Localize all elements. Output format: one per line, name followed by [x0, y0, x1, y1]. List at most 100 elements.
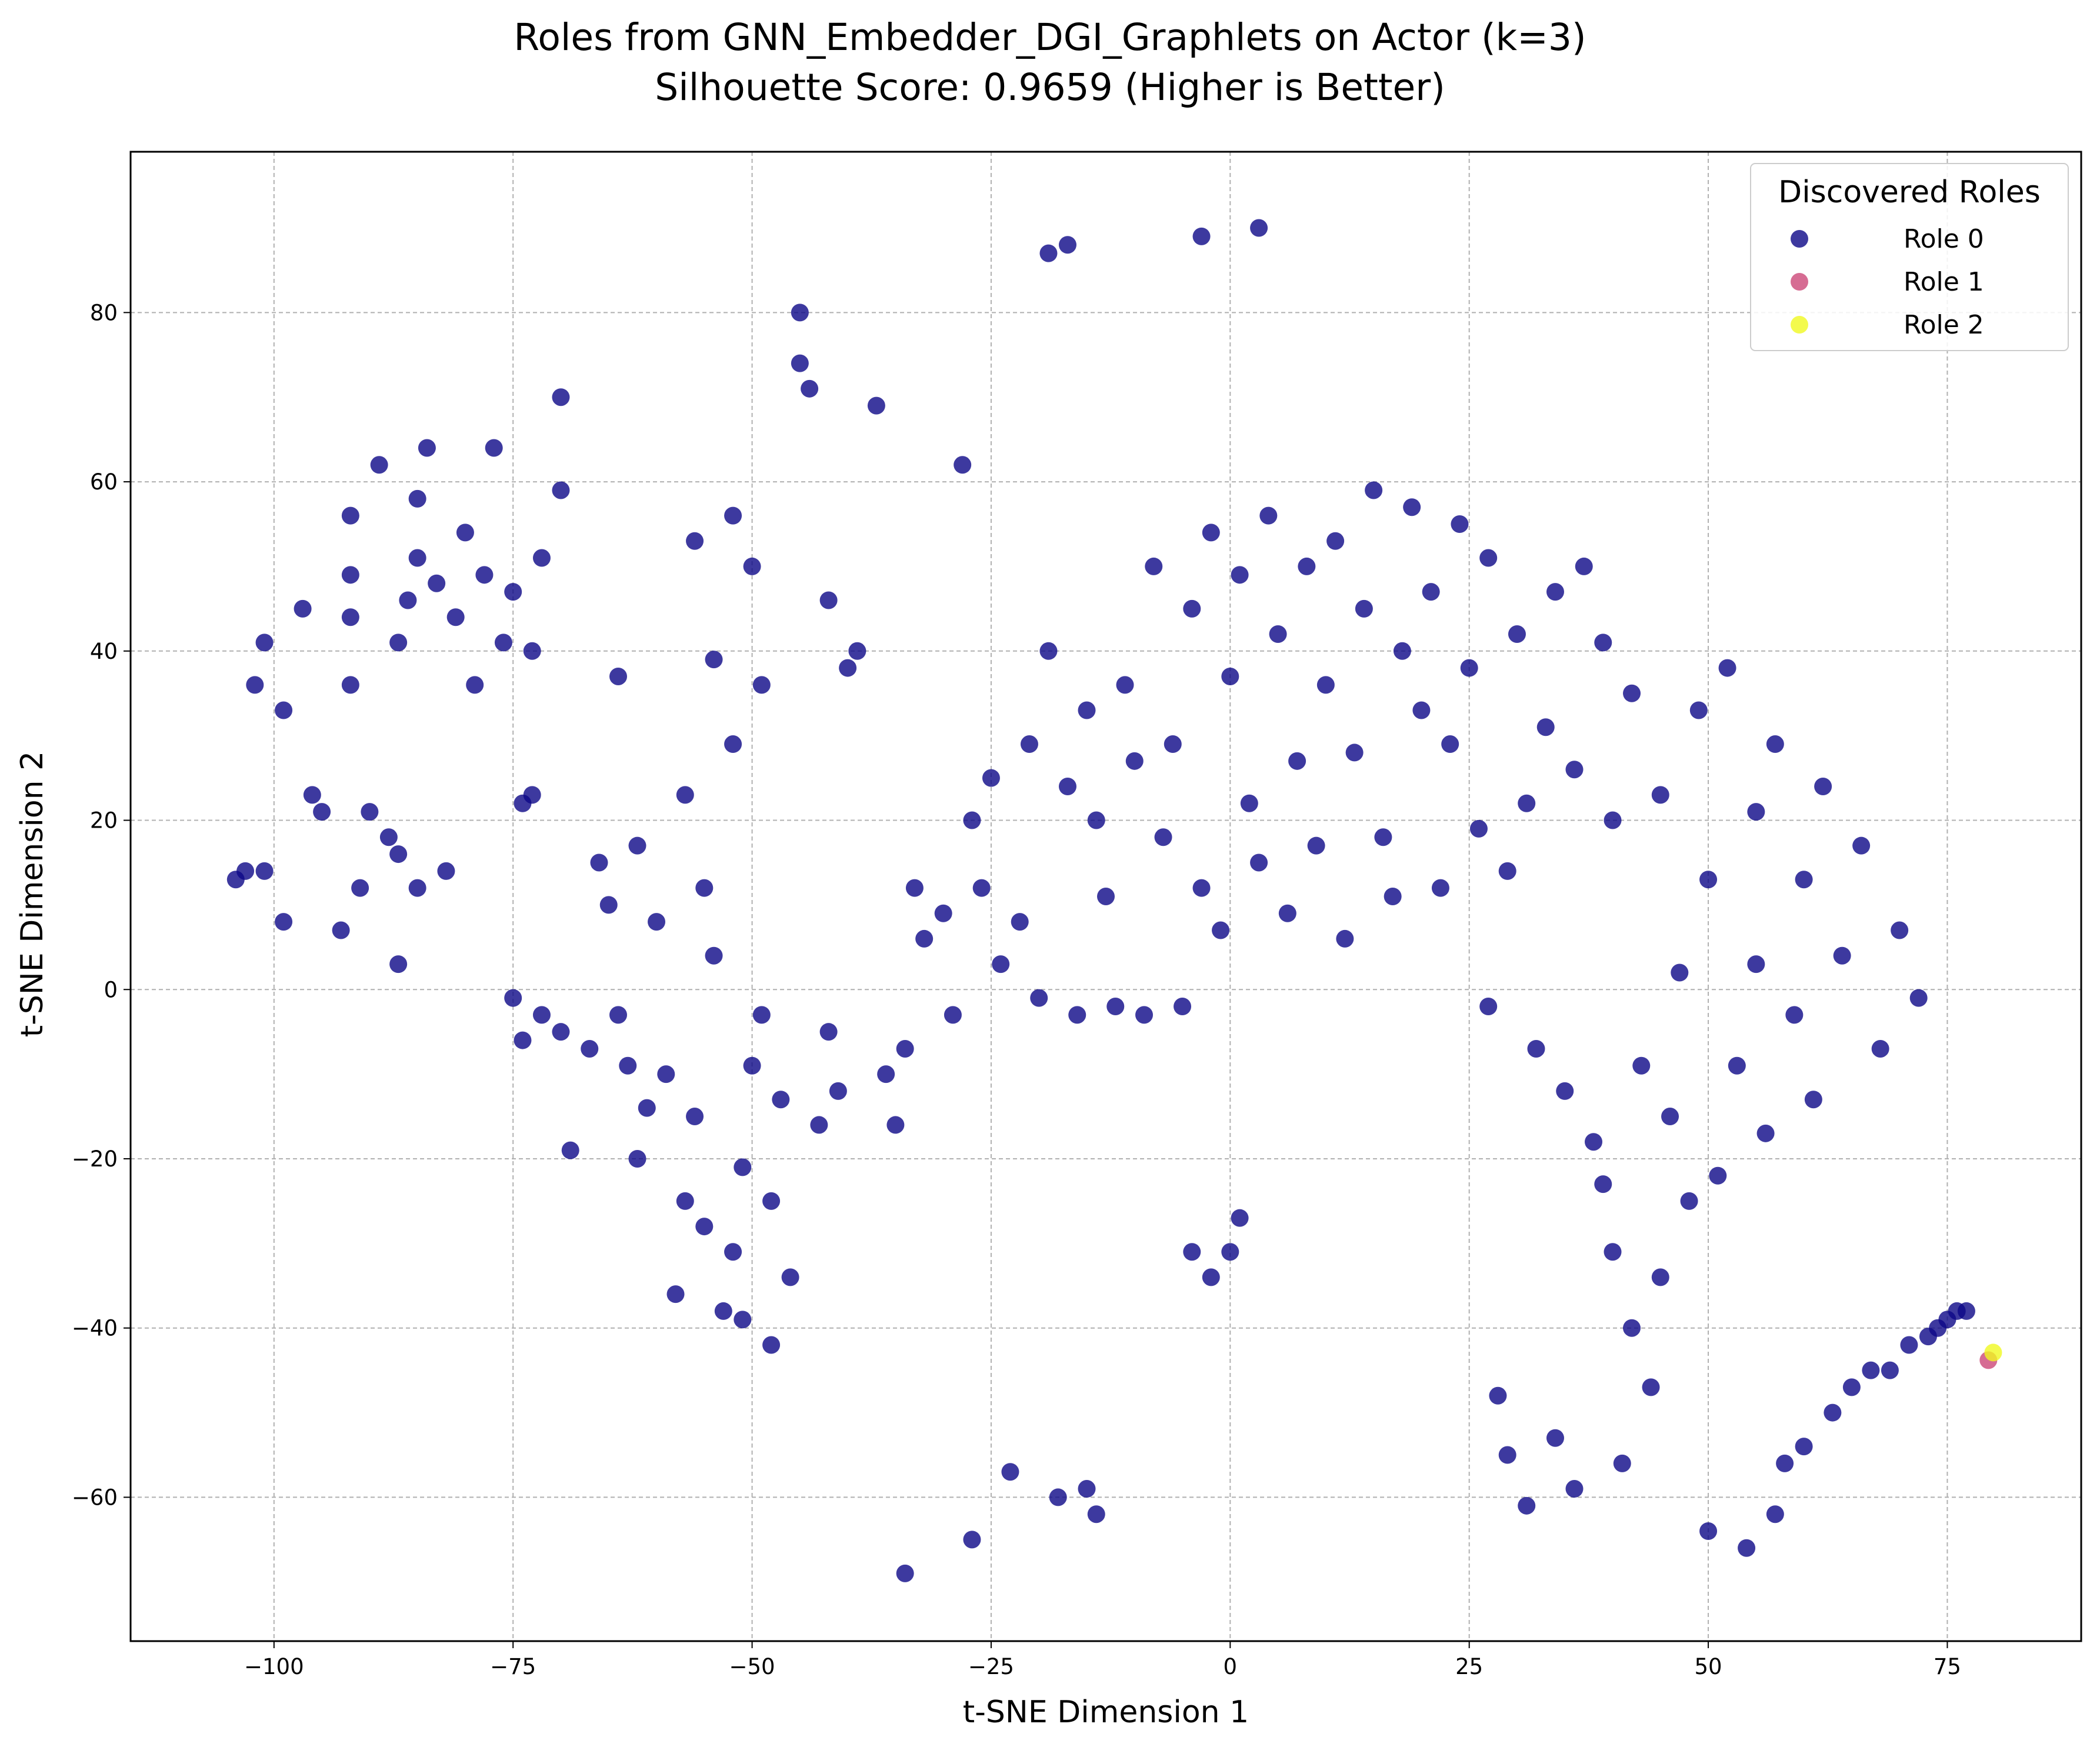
- data-point-role-0: [734, 1158, 752, 1176]
- chart-subtitle: Silhouette Score: 0.9659 (Higher is Bett…: [655, 66, 1445, 109]
- x-tick-label: 0: [1224, 1654, 1238, 1679]
- data-point-role-0: [1891, 921, 1909, 939]
- y-tick-label: −20: [72, 1146, 118, 1172]
- legend: Discovered Roles Role 0 Role 1 Role 2: [1750, 163, 2069, 351]
- data-point-role-0: [1747, 955, 1765, 973]
- data-point-role-0: [428, 574, 446, 592]
- data-point-role-0: [255, 862, 274, 880]
- data-point-role-0: [1594, 634, 1612, 652]
- data-point-role-0: [609, 1006, 627, 1024]
- data-point-role-0: [1671, 963, 1689, 982]
- data-point-role-0: [1699, 1522, 1718, 1540]
- data-point-role-0: [1221, 667, 1239, 685]
- data-point-role-0: [1316, 676, 1335, 694]
- data-point-role-0: [619, 1056, 637, 1075]
- data-point-role-0: [1030, 989, 1048, 1007]
- data-point-role-0: [590, 854, 608, 872]
- data-point-role-0: [1288, 752, 1306, 770]
- data-point-role-0: [1192, 227, 1211, 245]
- data-point-role-0: [1842, 1378, 1861, 1396]
- data-point-role-0: [1546, 583, 1564, 601]
- y-tick-label: −40: [72, 1316, 118, 1341]
- data-point-role-0: [1431, 879, 1449, 897]
- data-point-role-0: [762, 1336, 781, 1354]
- data-point-role-0: [561, 1141, 579, 1159]
- data-point-role-0: [1125, 752, 1144, 770]
- data-point-role-0: [552, 388, 570, 406]
- data-point-role-0: [752, 676, 771, 694]
- data-point-role-0: [676, 1192, 694, 1210]
- data-point-role-0: [724, 735, 742, 754]
- data-point-role-0: [408, 879, 426, 897]
- data-point-role-0: [494, 634, 512, 652]
- data-point-role-0: [1776, 1454, 1794, 1472]
- data-point-role-0: [1106, 998, 1125, 1016]
- data-point-role-0: [399, 591, 417, 609]
- data-point-role-0: [819, 1023, 838, 1041]
- y-tick-label: 80: [90, 300, 118, 325]
- x-tick-label: 25: [1455, 1654, 1483, 1679]
- data-point-role-0: [905, 879, 924, 897]
- data-point-role-0: [294, 599, 312, 618]
- data-point-role-0: [752, 1006, 771, 1024]
- data-point-role-0: [1632, 1056, 1651, 1075]
- data-point-role-0: [1250, 854, 1268, 872]
- data-point-role-0: [724, 1243, 742, 1261]
- data-point-role-0: [1881, 1361, 1899, 1379]
- data-point-role-2: [1984, 1343, 2002, 1362]
- data-point-role-0: [1766, 1505, 1784, 1523]
- data-point-role-0: [1604, 811, 1622, 829]
- data-point-role-0: [1498, 1446, 1516, 1464]
- data-point-role-0: [437, 862, 455, 880]
- data-point-role-0: [552, 481, 570, 499]
- data-point-role-0: [734, 1311, 752, 1329]
- data-point-role-0: [1699, 871, 1718, 889]
- data-point-role-0: [1451, 515, 1469, 533]
- data-point-role-0: [1068, 1006, 1086, 1024]
- x-tick-label: −25: [968, 1654, 1014, 1679]
- y-axis-label: t-SNE Dimension 2: [15, 751, 50, 1037]
- data-point-role-0: [801, 379, 819, 398]
- data-point-role-0: [1795, 1438, 1813, 1456]
- y-tick-label: 60: [90, 469, 118, 495]
- x-axis-label: t-SNE Dimension 1: [963, 1695, 1249, 1730]
- data-point-role-0: [676, 786, 694, 804]
- data-point-role-0: [772, 1091, 790, 1109]
- data-point-role-0: [1738, 1539, 1756, 1557]
- data-point-role-0: [1546, 1429, 1564, 1447]
- data-point-role-0: [581, 1039, 599, 1058]
- data-point-role-0: [1852, 836, 1871, 855]
- data-point-role-0: [1508, 625, 1526, 644]
- series-role-0: [226, 219, 1975, 1582]
- data-point-role-0: [839, 659, 857, 677]
- data-point-role-0: [1269, 625, 1287, 644]
- data-point-role-0: [504, 989, 522, 1007]
- data-point-role-0: [1250, 219, 1268, 237]
- data-point-role-0: [992, 955, 1010, 973]
- data-point-role-0: [724, 506, 742, 525]
- data-point-role-0: [877, 1065, 895, 1083]
- data-point-role-0: [408, 489, 426, 508]
- chart-title: Roles from GNN_Embedder_DGI_Graphlets on…: [514, 16, 1586, 59]
- data-point-role-0: [1747, 803, 1765, 821]
- data-point-role-0: [791, 304, 809, 322]
- data-point-role-0: [1498, 862, 1516, 880]
- data-point-role-0: [1336, 929, 1354, 948]
- data-point-role-0: [466, 676, 484, 694]
- data-point-role-0: [1518, 1496, 1536, 1515]
- data-point-role-0: [1097, 888, 1115, 905]
- data-point-role-0: [1604, 1243, 1622, 1261]
- data-point-role-0: [638, 1099, 656, 1117]
- data-point-role-0: [695, 1218, 714, 1236]
- data-point-role-0: [705, 946, 723, 965]
- data-point-role-0: [1527, 1039, 1545, 1058]
- data-point-role-0: [1613, 1454, 1631, 1472]
- data-point-role-0: [1221, 1243, 1239, 1261]
- data-point-role-0: [1183, 1243, 1201, 1261]
- data-point-role-0: [1661, 1108, 1679, 1126]
- data-point-role-0: [1479, 549, 1498, 567]
- data-point-role-0: [791, 354, 809, 372]
- data-point-role-0: [341, 608, 359, 626]
- y-tick-label: 20: [90, 808, 118, 834]
